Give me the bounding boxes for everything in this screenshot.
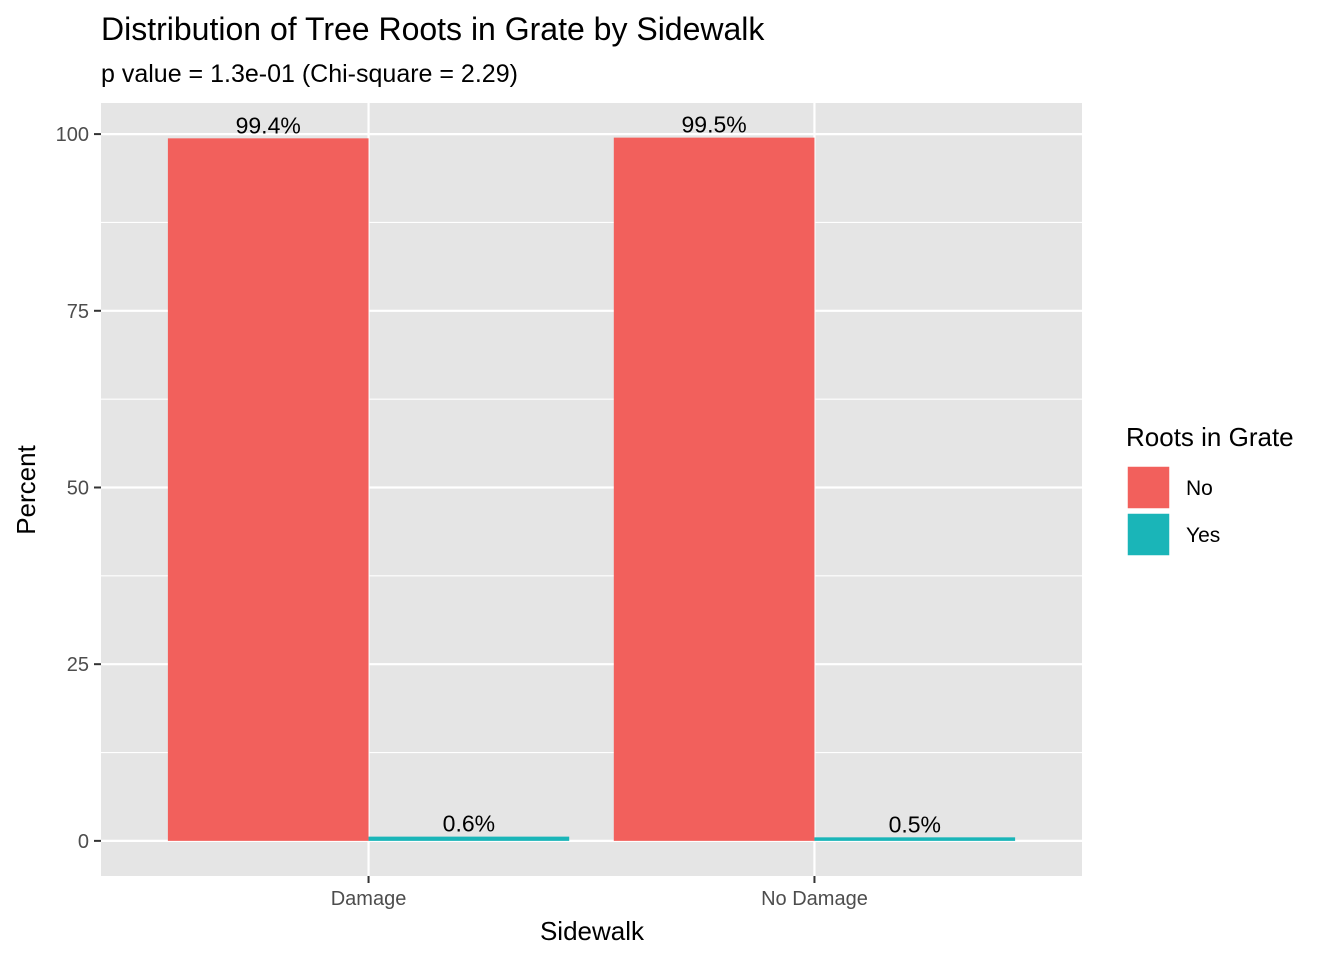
data-label: 99.5% (682, 112, 747, 138)
y-tick-label: 50 (67, 477, 89, 499)
bar-yes (814, 837, 1016, 841)
x-tick-label: Damage (331, 888, 407, 910)
chart-title: Distribution of Tree Roots in Grate by S… (101, 11, 765, 47)
data-label: 99.4% (236, 112, 301, 138)
legend-key-yes (1126, 512, 1171, 557)
x-tick-label: No Damage (761, 888, 868, 910)
bars (167, 137, 1016, 841)
legend-label: Yes (1186, 524, 1220, 547)
x-axis: Damage No Damage (331, 876, 868, 910)
data-label: 0.6% (443, 811, 495, 837)
y-tick-label: 75 (67, 301, 89, 323)
bar-no (613, 137, 815, 841)
legend-key-no (1126, 465, 1171, 510)
y-tick-label: 25 (67, 654, 89, 676)
legend: Roots in Grate No Yes (1126, 422, 1294, 557)
x-axis-title: Sidewalk (540, 916, 645, 946)
data-labels: 99.4% 0.6% 99.5% 0.5% (236, 112, 941, 838)
y-tick-label: 0 (78, 831, 89, 853)
data-label: 0.5% (889, 811, 941, 837)
bar-yes (368, 836, 570, 841)
y-axis-title: Percent (11, 444, 41, 534)
y-tick-label: 100 (56, 124, 89, 146)
legend-title: Roots in Grate (1126, 422, 1294, 452)
legend-label: No (1186, 477, 1213, 500)
bar-no (167, 138, 369, 841)
chart-subtitle: p value = 1.3e-01 (Chi-square = 2.29) (101, 60, 518, 88)
y-axis: 0 25 50 75 100 (56, 124, 101, 853)
